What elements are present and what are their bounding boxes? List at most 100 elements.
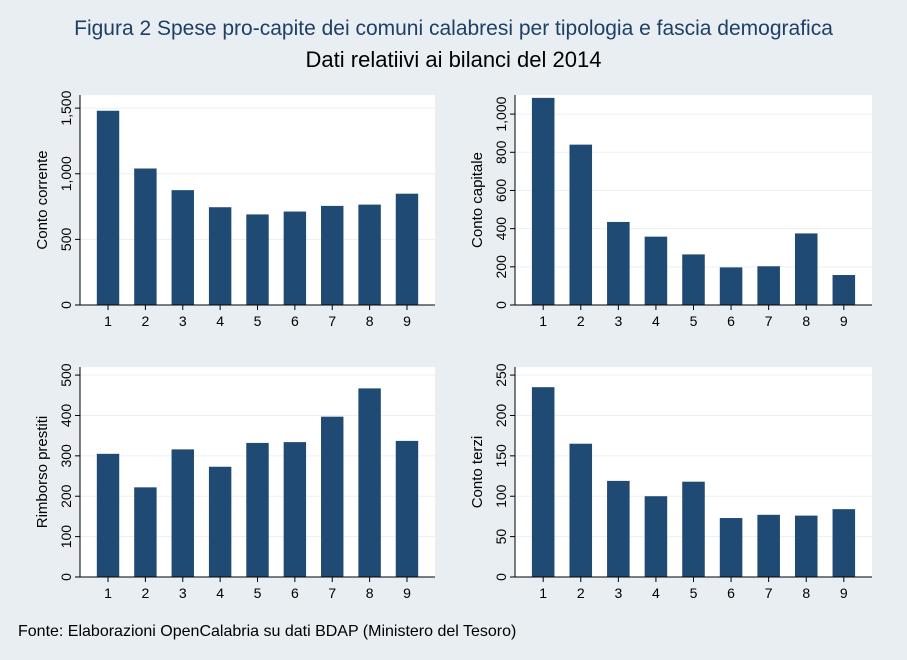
x-tick-label: 9	[403, 585, 411, 601]
x-tick-label: 4	[216, 313, 224, 329]
x-tick-label: 1	[104, 585, 112, 601]
x-tick-label: 6	[291, 585, 299, 601]
y-tick-label: 200	[493, 404, 509, 428]
x-tick-label: 1	[539, 585, 547, 601]
x-tick-label: 3	[179, 585, 187, 601]
figure-title: Figura 2 Spese pro-capite dei comuni cal…	[74, 17, 833, 40]
bar	[96, 453, 120, 577]
bar	[682, 481, 705, 577]
y-axis-title: Rimborso prestiti	[34, 416, 51, 529]
bar	[569, 443, 593, 577]
bar	[757, 266, 780, 305]
bar	[832, 509, 856, 577]
bar	[283, 442, 307, 577]
bar	[794, 515, 818, 577]
bar	[607, 480, 630, 577]
y-tick-label: 150	[493, 444, 509, 468]
y-tick-label: 300	[58, 444, 74, 468]
bar	[358, 204, 381, 305]
y-tick-label: 400	[58, 404, 74, 428]
x-tick-label: 3	[614, 585, 622, 601]
bar	[719, 518, 743, 577]
x-tick-label: 4	[652, 585, 660, 601]
x-tick-label: 3	[614, 313, 622, 329]
y-tick-label: 100	[493, 484, 509, 508]
source-note: Fonte: Elaborazioni OpenCalabria su dati…	[18, 623, 517, 640]
x-tick-label: 4	[652, 313, 660, 329]
y-tick-label: 1,500	[58, 90, 74, 125]
x-tick-label: 7	[328, 313, 336, 329]
x-tick-label: 2	[141, 585, 149, 601]
y-tick-label: 500	[58, 227, 74, 251]
x-tick-label: 1	[539, 313, 547, 329]
x-tick-label: 6	[291, 313, 299, 329]
y-tick-label: 600	[493, 179, 509, 203]
x-tick-label: 5	[254, 585, 262, 601]
x-tick-label: 8	[366, 313, 374, 329]
y-tick-label: 0	[58, 573, 74, 581]
bar	[757, 514, 780, 577]
chart-panel-1: 0 500 1,000 1,500 1 2 3 4 5 6 7 8 9 Conto corrente	[34, 90, 435, 329]
bar	[832, 275, 856, 305]
bar	[171, 190, 194, 305]
bar	[208, 466, 232, 577]
x-tick-label: 8	[802, 585, 810, 601]
x-tick-label: 8	[366, 585, 374, 601]
bar	[794, 233, 818, 305]
bar	[96, 110, 120, 305]
y-tick-label: 0	[58, 301, 74, 309]
y-tick-label: 1,000	[493, 96, 509, 131]
bar	[719, 267, 743, 305]
x-tick-label: 6	[727, 313, 735, 329]
bar	[531, 97, 555, 305]
x-tick-label: 7	[328, 585, 336, 601]
y-tick-label: 250	[493, 363, 509, 387]
chart-panel-3: 0 100 200 300 400 500 1 2 3 4 5 6 7 8 9 Rimborso presti…	[34, 363, 435, 601]
chart-panel-4: 0 50 100 150 200 250 1 2 3 4 5 6 7 8 9 Conto terzi	[469, 363, 872, 601]
x-tick-label: 9	[840, 313, 848, 329]
y-tick-label: 100	[58, 525, 74, 549]
x-tick-label: 6	[727, 585, 735, 601]
y-axis-title: Conto capitale	[469, 152, 486, 248]
y-tick-label: 400	[493, 217, 509, 241]
x-tick-label: 3	[179, 313, 187, 329]
y-tick-label: 200	[493, 255, 509, 279]
bar	[531, 387, 555, 577]
bar	[246, 442, 269, 577]
y-tick-label: 1,000	[58, 156, 74, 191]
y-tick-label: 500	[58, 363, 74, 387]
x-tick-label: 2	[141, 313, 149, 329]
y-tick-label: 0	[493, 573, 509, 581]
x-tick-label: 2	[577, 313, 585, 329]
x-tick-label: 2	[577, 585, 585, 601]
figure-subtitle: Dati relatiivi ai bilanci del 2014	[305, 47, 602, 72]
x-tick-label: 9	[840, 585, 848, 601]
x-tick-label: 9	[403, 313, 411, 329]
x-tick-label: 4	[216, 585, 224, 601]
bar	[682, 254, 705, 305]
x-tick-label: 8	[802, 313, 810, 329]
bar	[246, 214, 269, 305]
bar	[395, 193, 419, 305]
y-tick-label: 200	[58, 484, 74, 508]
bar	[321, 205, 344, 305]
bar	[569, 144, 593, 305]
bar	[134, 487, 157, 577]
bar	[283, 211, 307, 305]
y-tick-label: 0	[493, 301, 509, 309]
bar	[321, 416, 344, 577]
bar	[607, 221, 630, 305]
x-tick-label: 7	[765, 313, 773, 329]
bar	[208, 207, 232, 305]
x-tick-label: 1	[104, 313, 112, 329]
bar	[395, 440, 419, 577]
y-tick-label: 50	[493, 529, 509, 545]
x-tick-label: 7	[765, 585, 773, 601]
x-tick-label: 5	[254, 313, 262, 329]
bar	[171, 449, 194, 577]
bar	[644, 496, 668, 577]
x-tick-label: 5	[690, 313, 698, 329]
bar	[644, 236, 668, 305]
chart-panel-2: 0 200 400 600 800 1,000 1 2 3 4 5 6 7 8 9 Conto capital…	[469, 95, 872, 329]
